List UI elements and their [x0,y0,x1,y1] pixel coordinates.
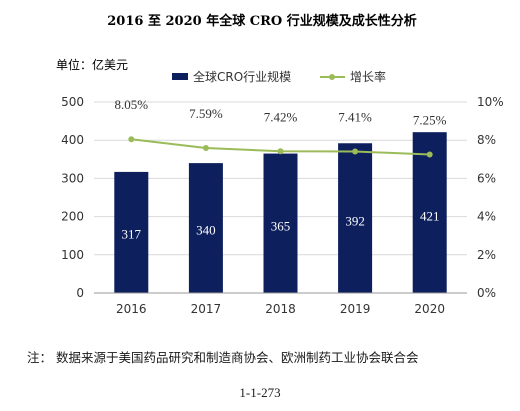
left-tick-label: 200 [61,210,84,224]
growth-rate-label: 8.05% [115,97,149,112]
legend: 全球CRO行业规模 增长率 [172,69,386,84]
growth-rate-point [277,148,284,155]
bar [263,153,298,293]
legend-swatch-marker [329,74,335,80]
bar [412,132,447,293]
bar-value-label: 421 [420,209,440,224]
bar-value-label: 365 [271,218,291,233]
growth-rate-point [202,145,209,152]
unit-label: 单位：亿美元 [56,57,128,72]
chart-title: 2016 至 2020 年全球 CRO 行业规模及成长性分析 [107,13,416,29]
growth-rate-label: 7.42% [264,109,298,124]
right-tick-label: 0% [477,286,496,300]
bar [114,171,149,293]
growth-rate-label: 7.41% [338,109,372,124]
x-axis: 2016 2017 2018 2019 2020 [94,292,467,316]
left-tick-label: 100 [61,248,84,262]
growth-rate-series: 8.05% 7.59% 7.42% 7.41% 7.25% [115,97,447,158]
growth-rate-point [128,136,135,143]
growth-rate-point [352,148,359,155]
legend-label-bar: 全球CRO行业规模 [193,69,291,84]
right-tick-label: 6% [477,171,496,185]
x-tick-label: 2016 [116,302,147,316]
x-tick-label: 2018 [265,302,296,316]
left-tick-label: 300 [61,171,84,185]
right-tick-label: 4% [477,210,496,224]
page-number: 1-1-273 [239,385,281,400]
left-tick-label: 400 [61,133,84,147]
right-tick-label: 10% [477,95,504,109]
bar-value-label: 392 [345,214,365,229]
growth-rate-point [426,151,433,158]
right-y-axis: 0% 2% 4% 6% 8% 10% [477,95,504,300]
growth-rate-label: 7.25% [413,113,447,128]
chart-area: 2016 至 2020 年全球 CRO 行业规模及成长性分析 单位：亿美元 0 1… [56,13,504,316]
right-tick-label: 2% [477,248,496,262]
x-tick-label: 2017 [191,302,222,316]
bar [188,163,223,293]
x-tick-label: 2019 [340,302,371,316]
footnote: 注： 数据来源于美国药品研究和制造商协会、欧洲制药工业协会联合会 [27,350,419,365]
right-tick-label: 8% [477,133,496,147]
growth-rate-label: 7.59% [189,106,223,121]
left-tick-label: 500 [61,95,84,109]
bar-series: 317 340 365 392 421 [114,132,447,293]
left-tick-label: 0 [76,286,84,300]
legend-swatch-bar [172,73,188,80]
bar-value-label: 340 [196,223,216,238]
bar [338,143,373,293]
left-y-axis: 0 100 200 300 400 500 [61,95,84,300]
bar-value-label: 317 [122,227,142,242]
legend-label-line: 增长率 [350,69,386,84]
x-tick-label: 2020 [414,302,445,316]
